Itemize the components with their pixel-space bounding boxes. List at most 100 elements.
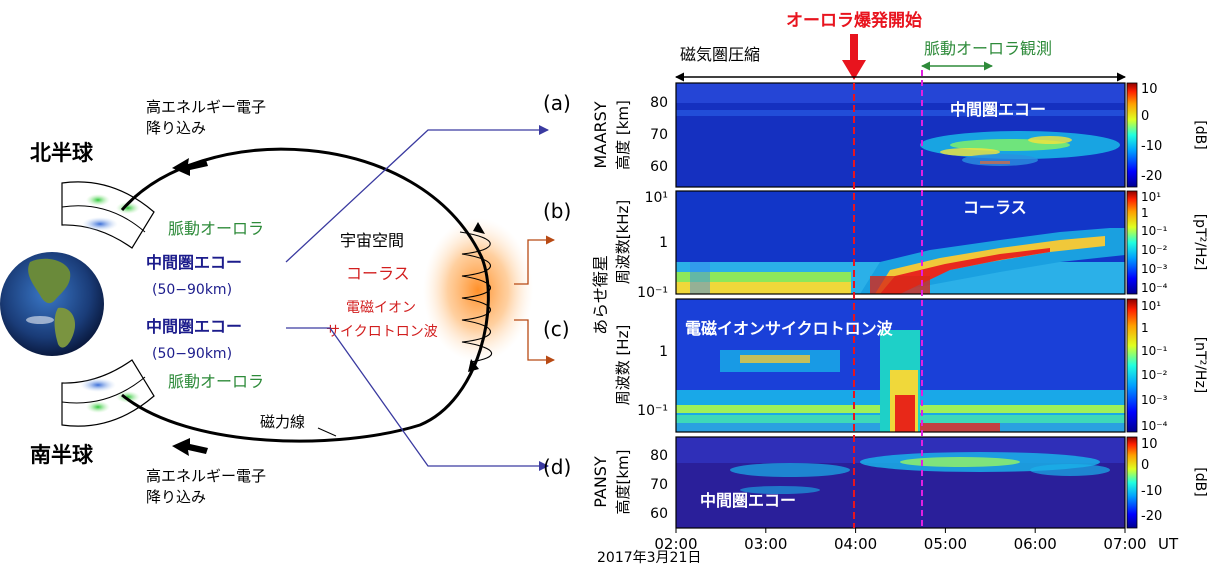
x-tick-label: 07:00 xyxy=(1103,535,1146,553)
panel-b-spectrogram xyxy=(676,191,1125,294)
panel-c-ylabel-inner: 周波数 [Hz] xyxy=(614,325,632,406)
connector-emic-to-panel-c xyxy=(514,319,555,365)
panel-d-ylabel-inner: 高度[km] xyxy=(614,449,632,514)
x-tick-label: 04:00 xyxy=(834,535,877,553)
pulsating-aurora-top-label: 脈動オーロラ xyxy=(168,219,264,238)
panel-d-cb-unit: [dB] xyxy=(1192,467,1208,496)
panel-b-ytick: 10¹ xyxy=(645,190,668,206)
panel-b-colorbar xyxy=(1126,190,1138,295)
panel-d-cb-tick: 0 xyxy=(1141,458,1149,473)
panel-a-maarsy: (a) 中間圏エコー MAARSY 高度 [km] 80 70 60 10 0 … xyxy=(543,82,1208,188)
onset-arrow xyxy=(842,34,866,80)
panel-b-cb-tick: 10⁻³ xyxy=(1141,262,1168,276)
panel-b-ylabel-inner: 周波数[kHz] xyxy=(614,200,632,285)
south-green-aurora-blob-1 xyxy=(86,401,110,413)
earth-continent-south-america xyxy=(54,307,76,348)
magnetic-field-line xyxy=(120,147,490,443)
compression-label: 磁気圏圧縮 xyxy=(680,45,760,64)
meso-echo-top-label: 中間圏エコー xyxy=(146,253,242,272)
panel-d-ytick: 70 xyxy=(650,477,668,493)
magnetosphere-schematic: 北半球 南半球 高エネルギー電子 降り込み 高エネルギー電子 降り込み 脈動オー… xyxy=(0,98,555,506)
panel-d-cb-tick: -20 xyxy=(1141,509,1162,524)
x-tick-label: 05:00 xyxy=(924,535,967,553)
north-green-aurora-blob-1 xyxy=(86,194,110,206)
connector-meso-to-maarsy xyxy=(285,125,549,263)
space-label: 宇宙空間 xyxy=(340,231,404,250)
electron-precipitation-arrow-north xyxy=(172,158,208,176)
panel-d-colorbar xyxy=(1126,436,1138,529)
panel-b-cb-tick: 10⁻² xyxy=(1141,243,1168,257)
panel-d-overlay-label: 中間圏エコー xyxy=(700,491,796,510)
electron-precip-top-line2: 降り込み xyxy=(146,119,206,137)
x-axis-date: 2017年3月21日 xyxy=(597,550,701,566)
panel-b-letter: (b) xyxy=(543,199,571,223)
north-sector-divider xyxy=(61,205,146,233)
panel-b-cb-unit: [pT²/Hz] xyxy=(1192,214,1208,271)
panel-b-overlay-label: コーラス xyxy=(963,198,1027,217)
panel-c-cb-tick: 1 xyxy=(1141,321,1149,335)
panel-a-letter: (a) xyxy=(543,91,571,115)
panel-c-cb-tick: 10⁻³ xyxy=(1141,393,1168,407)
panel-a-cb-tick: -10 xyxy=(1141,139,1162,154)
field-line-label: 磁力線 xyxy=(260,413,305,431)
wave-coil xyxy=(459,231,493,363)
north-blue-echo-blob xyxy=(82,217,118,231)
meso-range-top-label: (50−90km) xyxy=(152,282,232,298)
arase-satellite-label: あらせ衛星 xyxy=(591,255,610,335)
panel-c-cb-tick: 10⁻⁴ xyxy=(1141,419,1168,433)
connector-chorus-to-panel-b xyxy=(514,235,555,285)
emic-label-line2: サイクロトロン波 xyxy=(326,324,438,340)
panel-d-ytick: 80 xyxy=(650,448,668,464)
electron-precip-bottom-line2: 降り込み xyxy=(146,488,206,506)
panel-a-ytick: 70 xyxy=(650,127,668,143)
panel-a-spectrogram xyxy=(676,83,1125,187)
panel-a-ytick: 60 xyxy=(650,159,668,175)
panel-c-cb-tick: 10⁻² xyxy=(1141,368,1168,382)
panel-c-cb-unit: [nT²/Hz] xyxy=(1192,337,1208,394)
electron-precipitation-arrow-south xyxy=(172,438,208,456)
north-green-aurora-blob-2 xyxy=(116,202,140,214)
field-line-label-leader xyxy=(317,427,337,437)
panel-a-cb-tick: 0 xyxy=(1141,109,1149,124)
panel-b-ytick: 10⁻¹ xyxy=(637,285,668,301)
north-hemisphere-label: 北半球 xyxy=(30,141,94,165)
panel-a-cb-tick: -20 xyxy=(1141,169,1162,184)
panel-a-overlay-label: 中間圏エコー xyxy=(950,100,1046,119)
electron-precip-top-line1: 高エネルギー電子 xyxy=(146,98,266,116)
connector-meso-to-pansy xyxy=(286,327,549,471)
panel-a-colorbar xyxy=(1126,82,1138,188)
panel-c-letter: (c) xyxy=(543,317,570,341)
meso-range-bottom-label: (50−90km) xyxy=(152,346,232,362)
onset-label: オーロラ爆発開始 xyxy=(786,10,922,31)
panel-c-overlay-label: 電磁イオンサイクロトロン波 xyxy=(685,319,894,338)
panel-b-arase-chorus: (b) コーラス 周波数[kHz] 10¹ 1 10⁻¹ 10¹ 1 10⁻¹ … xyxy=(543,190,1208,301)
north-ionosphere-sector xyxy=(61,181,155,249)
panel-a-cb-unit: [dB] xyxy=(1192,120,1208,149)
field-line-direction-arrow-top xyxy=(473,222,485,234)
time-axis: 02:00 03:00 04:00 05:00 06:00 07:00 UT 2… xyxy=(597,528,1179,566)
panel-c-colorbar xyxy=(1126,298,1138,433)
x-tick-label: 02:00 xyxy=(654,535,697,553)
panel-c-ytick: 10⁻¹ xyxy=(637,403,668,419)
south-sector-divider xyxy=(61,376,146,404)
panel-d-ytick: 60 xyxy=(650,506,668,522)
earth-clouds xyxy=(26,316,54,324)
earth-continent-north-america xyxy=(28,258,71,304)
panel-d-ylabel-outer: PANSY xyxy=(591,456,610,508)
panel-a-cb-tick: 10 xyxy=(1141,82,1158,97)
electron-precip-bottom-line1: 高エネルギー電子 xyxy=(146,467,266,485)
panel-c-arase-emic: (c) 電磁イオンサイクロトロン波 周波数 [Hz] 1 10⁻¹ 10¹ 1 … xyxy=(543,298,1208,433)
pulsating-obs-label: 脈動オーロラ観測 xyxy=(924,39,1052,58)
panel-c-spectrogram xyxy=(676,299,1125,432)
panel-c-cb-tick: 10¹ xyxy=(1141,299,1161,313)
earth-globe xyxy=(0,252,104,356)
panel-a-ylabel-inner: 高度 [km] xyxy=(614,100,632,170)
south-ionosphere-sector xyxy=(61,359,155,427)
meso-echo-bottom-label: 中間圏エコー xyxy=(146,317,242,336)
panel-c-ytick: 1 xyxy=(659,344,668,360)
south-hemisphere-label: 南半球 xyxy=(30,443,94,467)
pulsating-aurora-bottom-label: 脈動オーロラ xyxy=(168,372,264,391)
panel-b-cb-tick: 10⁻¹ xyxy=(1141,224,1168,238)
south-green-aurora-blob-2 xyxy=(116,391,140,403)
